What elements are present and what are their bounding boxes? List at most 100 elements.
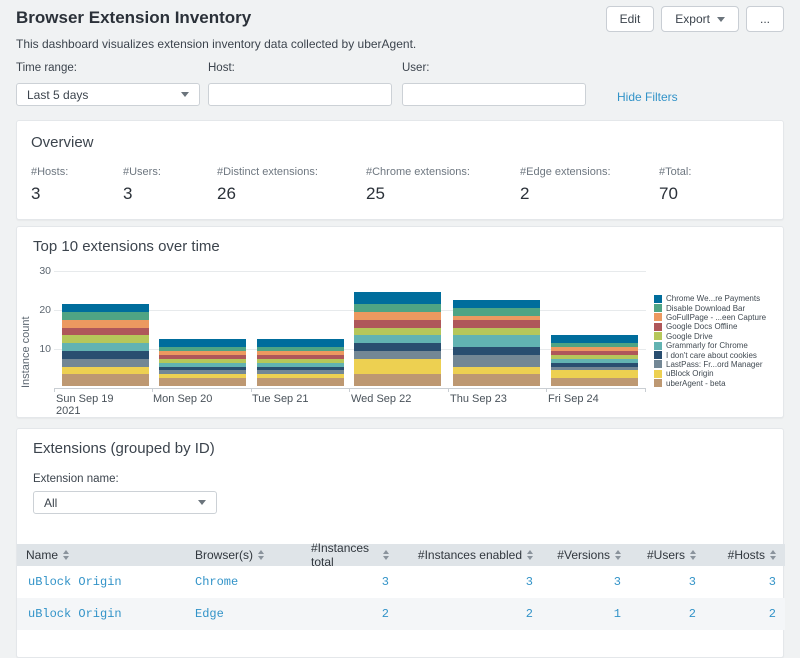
- column-header--versions[interactable]: #Versions: [542, 544, 630, 566]
- bar-segment[interactable]: [354, 351, 441, 359]
- export-button[interactable]: Export: [661, 6, 739, 32]
- header-buttons: Edit Export ...: [606, 6, 784, 32]
- table-cell[interactable]: 2: [705, 607, 785, 621]
- chart-legend: Chrome We...re PaymentsDisable Download …: [654, 294, 766, 388]
- bar-segment[interactable]: [62, 343, 149, 351]
- table-cell[interactable]: 3: [542, 575, 630, 589]
- bar-segment[interactable]: [354, 359, 441, 375]
- bar-segment[interactable]: [354, 335, 441, 343]
- legend-item[interactable]: Disable Download Bar: [654, 303, 766, 312]
- bar-segment[interactable]: [62, 312, 149, 320]
- bar-mon-sep-20[interactable]: [159, 339, 246, 386]
- bar-segment[interactable]: [354, 292, 441, 304]
- bar-wed-sep-22[interactable]: [354, 292, 441, 386]
- bar-segment[interactable]: [354, 320, 441, 328]
- legend-item[interactable]: Chrome We...re Payments: [654, 294, 766, 303]
- bar-tue-sep-21[interactable]: [257, 339, 344, 386]
- bar-segment[interactable]: [62, 335, 149, 343]
- time-range-select[interactable]: Last 5 days: [16, 83, 200, 106]
- bar-segment[interactable]: [62, 374, 149, 386]
- column-header--instances-total[interactable]: #Instances total: [302, 544, 398, 566]
- legend-item[interactable]: uBlock Origin: [654, 369, 766, 378]
- legend-item[interactable]: GoFullPage - ...een Capture: [654, 313, 766, 322]
- column-header-name[interactable]: Name: [17, 544, 186, 566]
- table-cell[interactable]: 3: [705, 575, 785, 589]
- bar-segment[interactable]: [62, 304, 149, 312]
- legend-item[interactable]: I don't care about cookies: [654, 350, 766, 359]
- bar-segment[interactable]: [354, 343, 441, 351]
- bar-segment[interactable]: [551, 378, 638, 386]
- table-cell[interactable]: 2: [630, 607, 705, 621]
- dashboard-description: This dashboard visualizes extension inve…: [16, 37, 416, 51]
- bar-segment[interactable]: [453, 300, 540, 308]
- bar-segment[interactable]: [257, 378, 344, 386]
- sort-icon[interactable]: [770, 550, 776, 560]
- sort-icon[interactable]: [615, 550, 621, 560]
- column-header--users[interactable]: #Users: [630, 544, 705, 566]
- user-input[interactable]: [402, 83, 586, 106]
- bar-segment[interactable]: [551, 335, 638, 343]
- bar-segment[interactable]: [354, 304, 441, 312]
- bar-segment[interactable]: [354, 374, 441, 386]
- bar-segment[interactable]: [453, 335, 540, 347]
- bar-segment[interactable]: [453, 320, 540, 328]
- table-cell[interactable]: 3: [398, 575, 542, 589]
- legend-swatch: [654, 332, 662, 340]
- sort-icon[interactable]: [690, 550, 696, 560]
- legend-item[interactable]: Google Drive: [654, 332, 766, 341]
- sort-down-arrow: [527, 556, 533, 560]
- extension-name-select[interactable]: All: [33, 491, 217, 514]
- bar-sun-sep-19[interactable]: [62, 304, 149, 386]
- sort-icon[interactable]: [63, 550, 69, 560]
- bar-segment[interactable]: [453, 347, 540, 355]
- bar-segment[interactable]: [453, 374, 540, 386]
- bar-segment[interactable]: [453, 355, 540, 367]
- table-cell[interactable]: 2: [302, 607, 398, 621]
- stat-label: #Chrome extensions:: [366, 166, 520, 178]
- bar-segment[interactable]: [62, 328, 149, 336]
- sort-icon[interactable]: [383, 550, 389, 560]
- bar-segment[interactable]: [453, 367, 540, 375]
- bar-segment[interactable]: [62, 367, 149, 375]
- bar-segment[interactable]: [159, 339, 246, 347]
- table-cell[interactable]: uBlock Origin: [17, 575, 186, 589]
- bar-segment[interactable]: [62, 351, 149, 359]
- column-header-browser-s-[interactable]: Browser(s): [186, 544, 302, 566]
- y-tick-label: 20: [23, 304, 51, 316]
- bar-segment[interactable]: [453, 308, 540, 316]
- x-axis-label: Fri Sep 24: [548, 393, 599, 405]
- table-cell[interactable]: 2: [398, 607, 542, 621]
- table-cell[interactable]: Edge: [186, 607, 302, 621]
- legend-item[interactable]: Google Docs Offline: [654, 322, 766, 331]
- host-label: Host:: [208, 62, 392, 74]
- legend-item[interactable]: uberAgent - beta: [654, 379, 766, 388]
- edit-button[interactable]: Edit: [606, 6, 655, 32]
- sort-icon[interactable]: [258, 550, 264, 560]
- column-header--hosts[interactable]: #Hosts: [705, 544, 785, 566]
- table-cell[interactable]: 3: [302, 575, 398, 589]
- sort-icon[interactable]: [527, 550, 533, 560]
- more-actions-button[interactable]: ...: [746, 6, 784, 32]
- column-header--instances-enabled[interactable]: #Instances enabled: [398, 544, 542, 566]
- stat-value: 2: [520, 184, 659, 204]
- legend-item[interactable]: Grammarly for Chrome: [654, 341, 766, 350]
- host-input[interactable]: [208, 83, 392, 106]
- y-tick-label: 10: [23, 343, 51, 355]
- bar-segment[interactable]: [354, 312, 441, 320]
- table-cell[interactable]: 3: [630, 575, 705, 589]
- time-range-filter: Time range: Last 5 days: [16, 62, 200, 106]
- bar-segment[interactable]: [62, 359, 149, 367]
- table-cell[interactable]: Chrome: [186, 575, 302, 589]
- bar-segment[interactable]: [354, 328, 441, 336]
- hide-filters-link[interactable]: Hide Filters: [617, 90, 678, 104]
- bar-thu-sep-23[interactable]: [453, 300, 540, 386]
- bar-segment[interactable]: [257, 339, 344, 347]
- bar-segment[interactable]: [159, 378, 246, 386]
- table-cell[interactable]: uBlock Origin: [17, 607, 186, 621]
- bar-fri-sep-24[interactable]: [551, 335, 638, 386]
- legend-item[interactable]: LastPass: Fr...ord Manager: [654, 360, 766, 369]
- bar-segment[interactable]: [551, 370, 638, 378]
- bar-segment[interactable]: [62, 320, 149, 328]
- bar-segment[interactable]: [453, 328, 540, 336]
- table-cell[interactable]: 1: [542, 607, 630, 621]
